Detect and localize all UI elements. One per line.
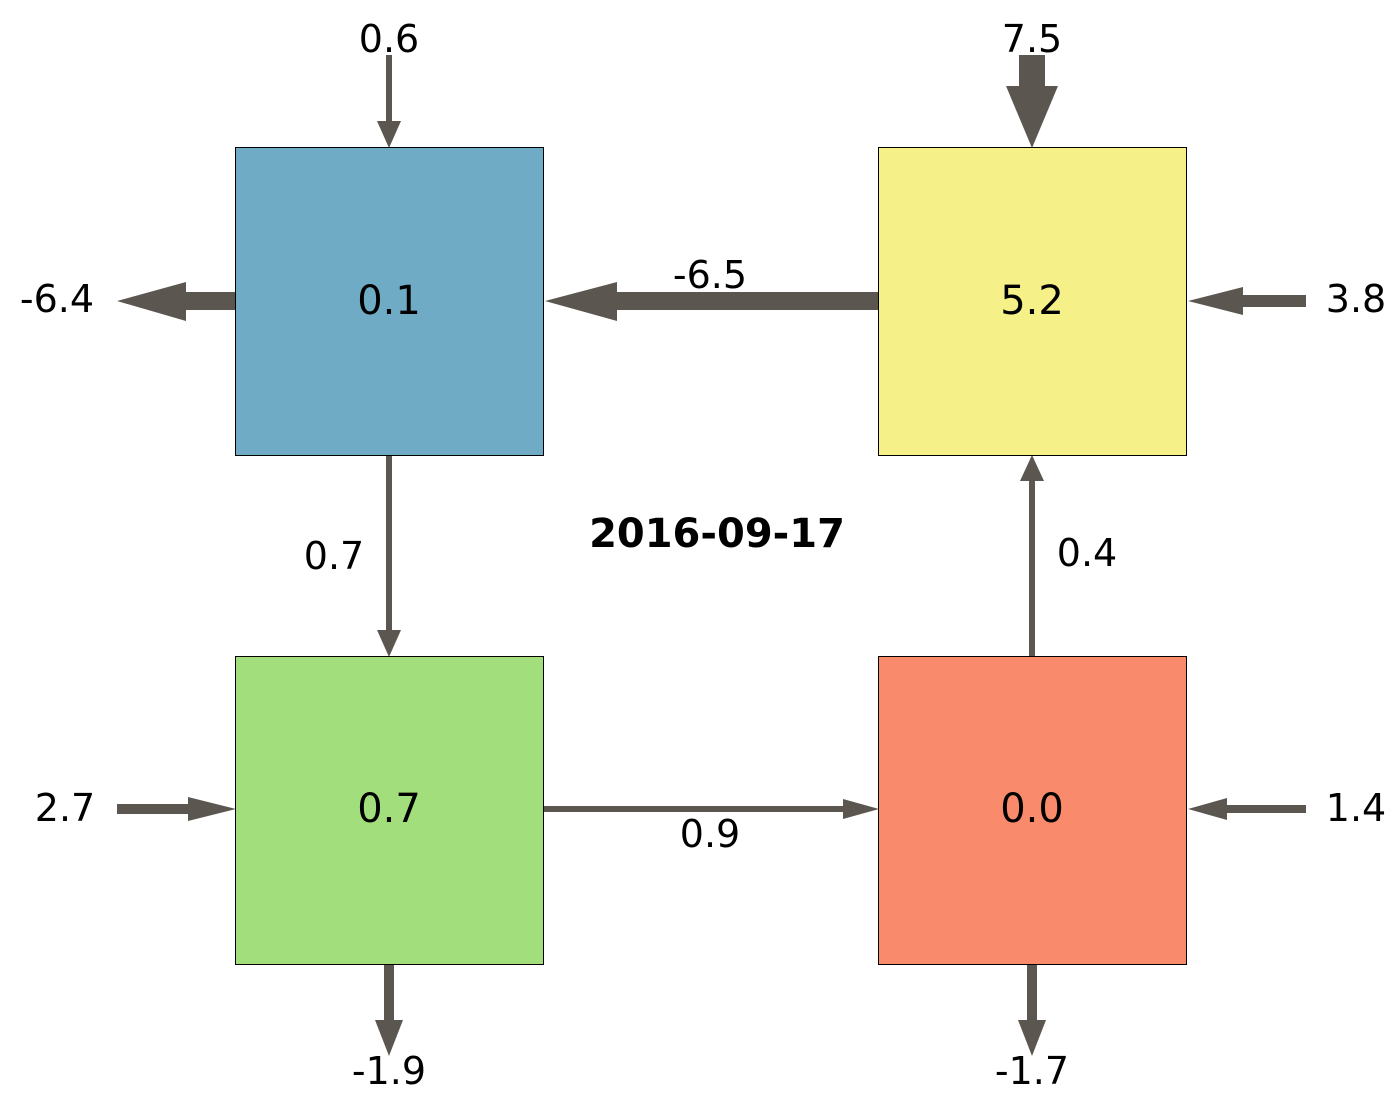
arrow-bottom-out-bottom-left bbox=[375, 962, 403, 1056]
box-top-left-value: 0.1 bbox=[357, 278, 421, 324]
flow-label-top-right-to-top-left: -6.5 bbox=[673, 253, 747, 297]
arrow-bottom-left-to-bottom-right bbox=[543, 799, 879, 819]
flow-label-top-left-to-bottom-left: 0.7 bbox=[304, 534, 364, 578]
arrow-top-in-top-right bbox=[1006, 55, 1058, 148]
arrow-right-in-top-right bbox=[1188, 287, 1306, 315]
arrow-bottom-out-bottom-right bbox=[1018, 962, 1046, 1056]
arrow-top-in-top-left bbox=[377, 55, 401, 148]
box-top-right bbox=[878, 147, 1187, 456]
flow-label-bottom-out-bottom-right: -1.7 bbox=[995, 1049, 1069, 1093]
flow-label-top-in-top-left: 0.6 bbox=[359, 17, 419, 61]
flow-label-right-in-bottom-right: 1.4 bbox=[1326, 786, 1386, 830]
arrow-left-in-bottom-left bbox=[117, 797, 236, 821]
flow-label-left-out-top-left: -6.4 bbox=[20, 277, 94, 321]
arrow-top-left-to-bottom-left bbox=[377, 456, 401, 657]
flow-label-left-in-bottom-left: 2.7 bbox=[35, 786, 95, 830]
arrow-top-right-to-top-left bbox=[545, 282, 879, 321]
box-bottom-right bbox=[878, 656, 1187, 965]
box-bottom-left-value: 0.7 bbox=[357, 786, 421, 832]
box-top-left bbox=[235, 147, 544, 456]
region-boxes bbox=[235, 147, 1187, 965]
arrow-left-out-top-left bbox=[117, 282, 236, 321]
flow-label-bottom-left-to-bottom-right: 0.9 bbox=[680, 812, 740, 856]
arrow-right-in-bottom-right bbox=[1188, 798, 1306, 820]
flow-label-top-in-top-right: 7.5 bbox=[1002, 17, 1062, 61]
diagram-title: 2016-09-17 bbox=[589, 511, 845, 557]
flow-label-bottom-right-to-top-right: 0.4 bbox=[1057, 531, 1117, 575]
flow-arrows bbox=[117, 55, 1306, 1056]
box-top-right-value: 5.2 bbox=[1000, 278, 1064, 324]
flow-label-right-in-top-right: 3.8 bbox=[1326, 277, 1386, 321]
box-bottom-right-value: 0.0 bbox=[1000, 786, 1064, 832]
box-bottom-left bbox=[235, 656, 544, 965]
flow-label-bottom-out-bottom-left: -1.9 bbox=[352, 1049, 426, 1093]
arrow-bottom-right-to-top-right bbox=[1020, 455, 1044, 657]
